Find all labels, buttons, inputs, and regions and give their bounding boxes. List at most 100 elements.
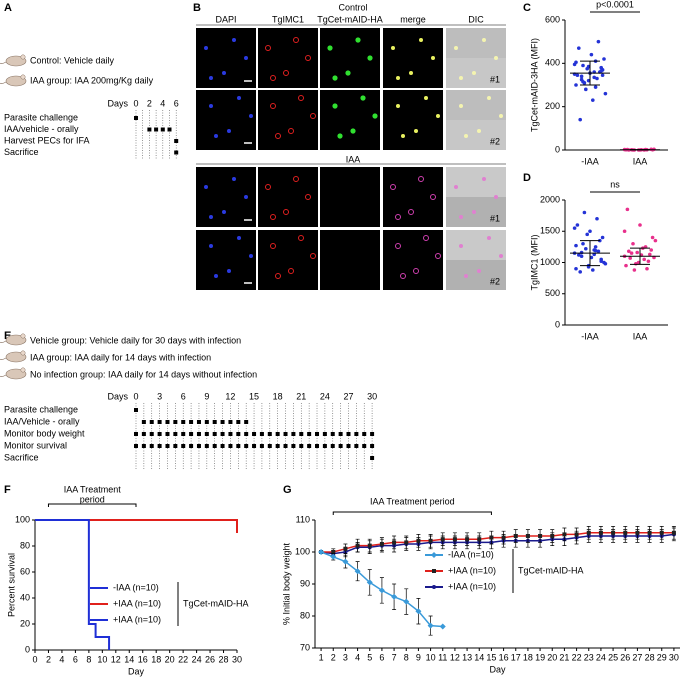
fluorescence-image: [320, 230, 380, 290]
day-tick-label: 3: [157, 391, 162, 401]
x-tick-label: 2: [331, 652, 336, 662]
day-tick-label: 6: [181, 391, 186, 401]
legend-label: +IAA (n=10): [113, 598, 161, 608]
event-dot: [228, 444, 233, 448]
event-dot: [267, 432, 272, 436]
day-tick-label: 18: [273, 391, 283, 401]
event-dot: [220, 432, 225, 436]
event-dot: [236, 444, 241, 448]
event-dot: [134, 408, 138, 412]
row-label: IAA/vehicle - orally: [4, 124, 79, 134]
x-tick-label: 1: [319, 652, 324, 662]
y-tick-label: 110: [296, 514, 310, 524]
marker: [404, 540, 409, 545]
significance: p<0.0001: [596, 0, 634, 9]
x-tick-label: 12: [450, 652, 460, 662]
marker: [343, 546, 348, 551]
y-tick-label: 400: [545, 58, 560, 68]
x-tick-label: 0: [32, 654, 37, 664]
marker: [416, 538, 421, 543]
cell: [327, 45, 333, 51]
x-axis-label: Day: [128, 666, 145, 676]
day-tick-label: 24: [320, 391, 330, 401]
cell: [494, 56, 498, 60]
cell: [472, 210, 476, 214]
x-tick-label: 26: [620, 652, 630, 662]
day-tick-label: 21: [296, 391, 306, 401]
mouse-ear: [20, 74, 26, 80]
data-point: [577, 253, 581, 257]
cell: [494, 195, 498, 199]
event-dot: [167, 127, 172, 132]
event-dot: [212, 432, 217, 436]
marker: [378, 587, 385, 594]
mouse-ear: [20, 350, 26, 356]
replicate-label: #1: [490, 213, 500, 223]
marker: [392, 540, 397, 545]
x-tick-label: 14: [124, 654, 134, 664]
data-point: [577, 46, 581, 50]
x-tick-label: 6: [379, 652, 384, 662]
mouse-icon: [0, 74, 27, 87]
fluorescence-image: [258, 28, 318, 88]
data-point: [581, 63, 585, 68]
event-dot: [196, 444, 201, 448]
cell: [360, 95, 366, 101]
event-dot: [275, 444, 280, 448]
cell: [249, 254, 253, 258]
cell: [227, 129, 231, 133]
y-tick-label: 1000: [540, 257, 560, 267]
legend-label: +IAA (n=10): [448, 581, 496, 591]
cell: [477, 129, 481, 133]
marker: [318, 549, 325, 555]
cell: [409, 71, 413, 75]
fluorescence-image: [196, 90, 256, 150]
mouse-tail: [0, 81, 7, 84]
row-label: IAA/Vehicle - orally: [4, 416, 80, 426]
x-tick-label: 14: [474, 652, 484, 662]
cell: [270, 243, 276, 249]
event-dot: [330, 432, 335, 436]
replicate-label: #2: [490, 276, 500, 286]
days-label: Days: [107, 98, 128, 108]
cell: [413, 268, 419, 274]
dic-shade: [446, 260, 506, 290]
event-dot: [220, 420, 225, 424]
event-dot: [196, 432, 201, 436]
data-point: [581, 79, 585, 84]
cell: [423, 235, 429, 241]
cell: [288, 128, 294, 134]
data-point: [581, 241, 585, 246]
x-tick-label: 4: [355, 652, 360, 662]
day-tick-label: 2: [147, 98, 152, 108]
data-point: [599, 259, 603, 264]
cell: [283, 209, 289, 215]
event-dot: [160, 127, 165, 132]
day-tick-label: 4: [160, 98, 165, 108]
data-point: [600, 235, 605, 240]
cell: [270, 214, 276, 220]
y-tick-label: 100: [15, 514, 30, 524]
cell: [464, 274, 468, 278]
cell: [454, 185, 458, 189]
data-point: [649, 248, 653, 252]
event-dot: [259, 444, 264, 448]
event-dot: [174, 150, 179, 155]
data-point: [646, 259, 651, 264]
panel-label: B: [193, 2, 201, 14]
cell: [310, 113, 316, 119]
x-tick-label: 24: [596, 652, 606, 662]
event-dot: [244, 420, 249, 424]
event-dot: [174, 139, 179, 143]
event-dot: [322, 432, 327, 436]
mouse-body: [5, 368, 27, 380]
data-point: [622, 229, 627, 234]
event-dot: [134, 432, 138, 436]
data-point: [595, 216, 599, 221]
marker: [367, 543, 372, 548]
event-dot: [134, 116, 138, 120]
y-tick-label: 70: [300, 642, 310, 652]
data-point: [603, 91, 608, 96]
marker: [538, 534, 543, 538]
